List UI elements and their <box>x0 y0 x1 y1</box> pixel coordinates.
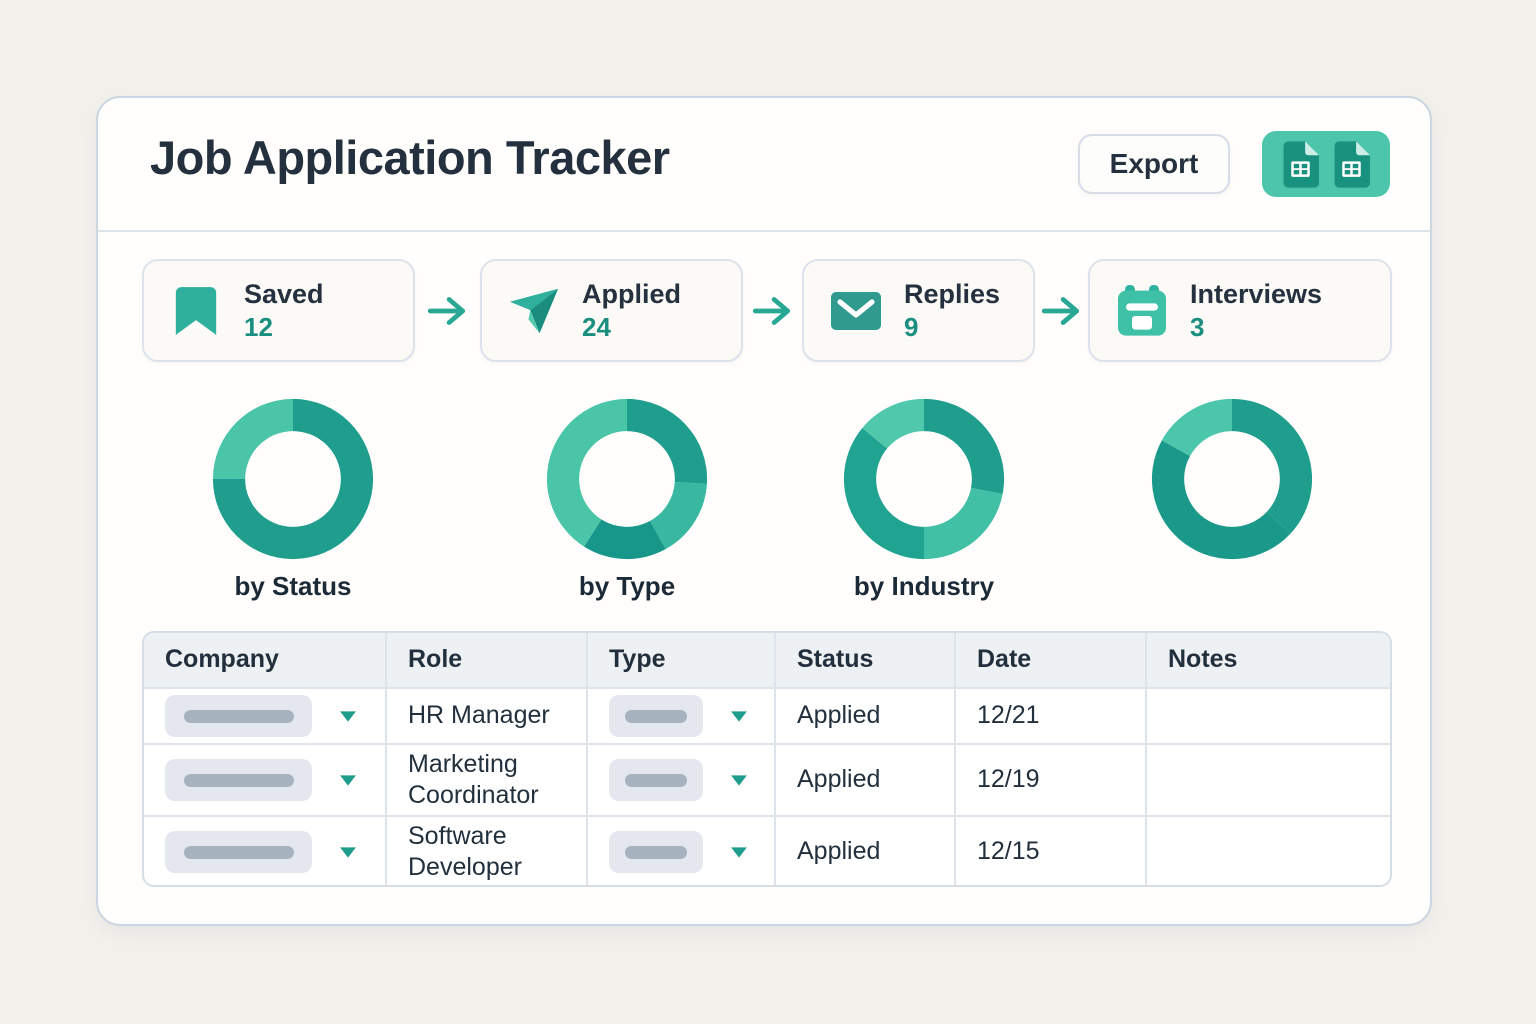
stage-count: 12 <box>244 312 273 343</box>
donut-chart-by-type <box>544 396 710 562</box>
donut-chart-by-industry <box>841 396 1007 562</box>
spreadsheet-icon[interactable] <box>1282 140 1319 188</box>
chart-label-by-type: by Type <box>578 571 676 601</box>
chevron-down-icon <box>340 846 356 858</box>
stage-label: Saved <box>244 278 324 309</box>
company-select[interactable] <box>165 695 358 737</box>
status-cell: Applied <box>776 745 956 815</box>
column-header-notes: Notes <box>1168 645 1238 674</box>
company-placeholder-pill <box>165 695 312 737</box>
applications-table: Company Role Type Status Date Notes HR M… <box>142 631 1392 887</box>
chevron-down-icon <box>731 846 747 858</box>
spreadsheet-icon[interactable] <box>1333 140 1370 188</box>
notes-cell[interactable] <box>1147 689 1388 743</box>
column-header-status: Status <box>776 633 956 687</box>
chevron-down-icon <box>731 710 747 722</box>
stage-card-interviews[interactable]: Interviews 3 <box>1088 259 1392 362</box>
type-placeholder-pill <box>609 695 703 737</box>
company-select[interactable] <box>165 831 358 873</box>
date-cell: 12/21 <box>956 689 1147 743</box>
chevron-down-icon <box>340 774 356 786</box>
stage-label: Interviews <box>1190 278 1323 309</box>
type-select[interactable] <box>609 759 749 801</box>
bookmark-icon <box>170 283 222 339</box>
arrow-right-icon <box>427 297 466 325</box>
company-placeholder-pill <box>165 759 312 801</box>
stage-count: 24 <box>582 312 611 343</box>
stage-label: Replies <box>904 278 1001 309</box>
chart-label-by-status: by Status <box>234 571 352 601</box>
spreadsheet-apps-badge <box>1262 131 1390 197</box>
role-cell: HR Manager <box>387 689 588 743</box>
type-select[interactable] <box>609 831 749 873</box>
page-title: Job Application Tracker <box>150 131 670 184</box>
job-application-tracker-window: Job Application Tracker Export Sa <box>96 96 1432 926</box>
header-divider <box>98 230 1430 232</box>
column-header-company: Company <box>144 633 387 687</box>
chevron-down-icon <box>340 710 356 722</box>
type-select[interactable] <box>609 695 749 737</box>
company-select[interactable] <box>165 759 358 801</box>
donut-chart-unlabeled <box>1149 396 1315 562</box>
stage-label: Applied <box>582 278 681 309</box>
type-placeholder-pill <box>609 759 703 801</box>
arrow-right-icon <box>1041 297 1080 325</box>
column-header-type: Type <box>588 633 776 687</box>
table-row: Software Developer Applied 12/15 <box>144 815 1390 885</box>
envelope-icon <box>830 283 882 339</box>
table-row: HR Manager Applied 12/21 <box>144 687 1390 743</box>
stage-card-saved[interactable]: Saved 12 <box>142 259 415 362</box>
chart-label-by-industry: by Industry <box>853 571 995 601</box>
paper-plane-icon <box>508 283 560 339</box>
company-placeholder-pill <box>165 831 312 873</box>
notes-cell[interactable] <box>1147 745 1388 815</box>
table-header-row: Company Role Type Status Date Notes <box>144 633 1390 687</box>
column-header-date: Date <box>956 633 1147 687</box>
stage-card-replies[interactable]: Replies 9 <box>802 259 1035 362</box>
status-cell: Applied <box>776 817 956 885</box>
date-cell: 12/15 <box>956 817 1147 885</box>
chevron-down-icon <box>731 774 747 786</box>
stage-count: 9 <box>904 312 919 343</box>
donut-chart-by-status <box>210 396 376 562</box>
type-placeholder-pill <box>609 831 703 873</box>
stage-count: 3 <box>1190 312 1205 343</box>
arrow-right-icon <box>752 297 791 325</box>
date-cell: 12/19 <box>956 745 1147 815</box>
notes-cell[interactable] <box>1147 817 1388 885</box>
table-row: Marketing Coordinator Applied 12/19 <box>144 743 1390 815</box>
status-cell: Applied <box>776 689 956 743</box>
role-cell: Marketing Coordinator <box>387 745 588 815</box>
export-button[interactable]: Export <box>1078 134 1230 194</box>
calendar-icon <box>1116 283 1168 339</box>
column-header-role: Role <box>387 633 588 687</box>
role-cell: Software Developer <box>387 817 588 885</box>
stage-card-applied[interactable]: Applied 24 <box>480 259 743 362</box>
